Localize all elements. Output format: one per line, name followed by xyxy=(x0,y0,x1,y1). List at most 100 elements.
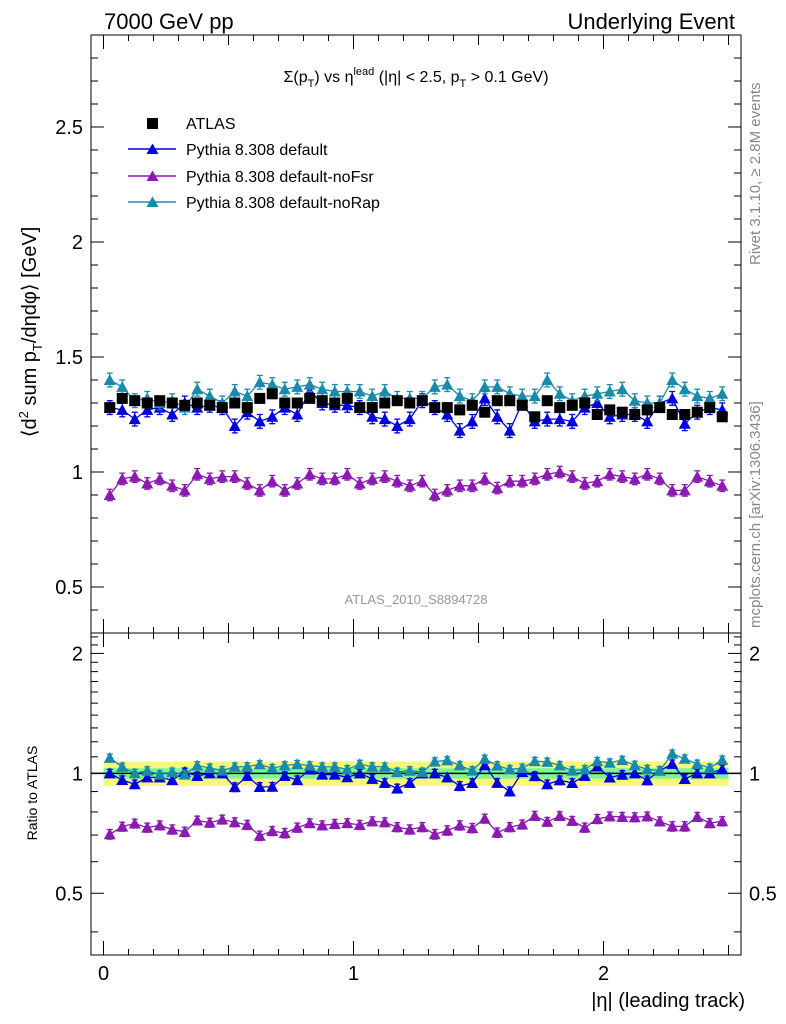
pythia-norap-ratio-point xyxy=(128,767,141,779)
pythia-nofsr-point xyxy=(291,477,304,489)
main-y-tick-label: 1 xyxy=(72,462,83,484)
ratio-y-tick-label: 1 xyxy=(72,763,83,785)
atlas-point xyxy=(329,397,341,409)
pythia-nofsr-point xyxy=(503,475,516,487)
pythia-norap-point xyxy=(303,378,316,390)
pythia-norap-ratio-point xyxy=(703,762,716,774)
ratio-y-tick-label-right: 1 xyxy=(749,763,760,785)
atlas-point xyxy=(416,395,428,407)
pythia-default-ratio-point xyxy=(328,768,341,780)
pythia-default-point xyxy=(591,397,604,408)
atlas-point xyxy=(529,411,541,423)
atlas-point xyxy=(491,395,503,407)
main-y-tick-label: 1.5 xyxy=(55,347,83,369)
pythia-norap-ratio-point xyxy=(278,759,291,771)
pythia-nofsr-point xyxy=(253,484,266,496)
pythia-nofsr-point xyxy=(641,468,654,480)
pythia-default-ratio-point xyxy=(103,767,116,779)
pythia-nofsr-point xyxy=(703,475,716,487)
pythia-norap-point xyxy=(428,380,441,392)
atlas-point xyxy=(279,397,291,409)
pythia-default-ratio-point xyxy=(503,785,516,797)
atlas-point xyxy=(241,402,253,414)
pythia-nofsr-point xyxy=(278,484,291,496)
pythia-nofsr-point xyxy=(128,470,141,482)
pythia-norap-point xyxy=(266,378,279,390)
pythia-nofsr-ratio-point xyxy=(641,810,654,822)
pythia-nofsr-point xyxy=(216,470,229,482)
pythia-default-point xyxy=(341,399,354,411)
ratio-y-axis-label: Ratio to ATLAS xyxy=(24,746,40,841)
pythia-nofsr-ratio-point xyxy=(416,821,429,833)
pythia-default-ratio-point xyxy=(403,776,416,788)
pythia-default-ratio-point xyxy=(678,772,691,784)
pythia-norap-ratio-point xyxy=(366,760,379,772)
pythia-norap-ratio-point xyxy=(153,768,166,780)
pythia-default-ratio-point xyxy=(228,781,241,793)
pythia-default-ratio-point xyxy=(553,774,566,786)
pythia-nofsr-point xyxy=(603,468,616,480)
atlas-point xyxy=(379,397,391,409)
pythia-norap-ratio-point xyxy=(378,760,391,772)
pythia-norap-point xyxy=(353,385,366,397)
pythia-default-ratio-point xyxy=(191,770,204,782)
pythia-default-ratio-point xyxy=(391,782,404,794)
pythia-norap-ratio-point xyxy=(103,751,116,763)
main-title: Σ(pT) vs ηlead (|η| < 2.5, pT > 0.1 GeV) xyxy=(283,66,548,90)
pythia-nofsr-point xyxy=(153,472,166,484)
pythia-default-ratio-point xyxy=(253,780,266,792)
pythia-norap-point xyxy=(691,390,704,402)
pythia-default-ratio-point xyxy=(666,757,679,769)
atlas-point xyxy=(341,392,353,404)
atlas-point xyxy=(216,402,228,414)
pythia-nofsr-point xyxy=(366,472,379,484)
pythia-nofsr-ratio-point xyxy=(616,810,629,822)
ratio-y-tick-label-right: 2 xyxy=(749,643,760,665)
pythia-default-point xyxy=(141,403,154,415)
atlas-point xyxy=(354,402,366,414)
pythia-default-ratio-point xyxy=(291,774,304,786)
pythia-default-ratio-point xyxy=(541,778,554,790)
pythia-nofsr-point xyxy=(341,468,354,480)
atlas-point xyxy=(691,406,703,418)
pythia-norap-ratio-point xyxy=(441,754,454,766)
atlas-point xyxy=(666,409,678,420)
pythia-norap-ratio-point xyxy=(666,747,679,759)
atlas-point xyxy=(429,402,441,414)
pythia-nofsr-ratio-point xyxy=(128,817,141,829)
pythia-norap-ratio-point xyxy=(566,764,579,776)
pythia-default-ratio-point xyxy=(566,776,579,788)
atlas-point xyxy=(629,409,641,420)
legend-entry-pythia-default: Pythia 8.308 default xyxy=(128,142,328,159)
pythia-norap-ratio-point xyxy=(628,759,641,771)
atlas-point xyxy=(679,409,691,420)
pythia-nofsr-point xyxy=(241,477,254,489)
pythia-norap-point xyxy=(591,387,604,399)
pythia-nofsr-point xyxy=(691,470,704,482)
ratio-panel: 0.5 0.5 1 1 2 2 0 1 2 Ratio to ATLAS |η| (leadi… xyxy=(24,35,777,1012)
pythia-nofsr-point xyxy=(316,472,329,484)
atlas-point xyxy=(291,397,303,409)
pythia-norap-ratio-point xyxy=(178,768,191,780)
main-panel: Σ(pT) vs ηlead (|η| < 2.5, pT > 0.1 GeV)… xyxy=(16,34,742,634)
pythia-default-ratio-point xyxy=(716,763,729,775)
atlas-point xyxy=(229,397,241,409)
pythia-default-point xyxy=(553,413,566,425)
pythia-norap-ratio-point xyxy=(303,759,316,771)
pythia-nofsr-point xyxy=(116,472,129,484)
pythia-nofsr-point xyxy=(441,484,454,496)
pythia-default-point xyxy=(566,415,579,427)
pythia-norap-point xyxy=(378,385,391,397)
pythia-norap-ratio-point xyxy=(678,752,691,764)
pythia-norap-ratio-point xyxy=(403,764,416,776)
pythia-default-ratio-point xyxy=(603,771,616,783)
pythia-nofsr-ratio-point xyxy=(341,817,354,829)
pythia-nofsr-ratio-point xyxy=(503,821,516,833)
pythia-default-ratio-point xyxy=(141,771,154,783)
pythia-norap-point xyxy=(203,390,216,402)
main-y-ticks: 0.5 1 1.5 2 2.5 xyxy=(55,34,741,634)
pythia-norap-ratio-point xyxy=(141,764,154,776)
pythia-norap-ratio-point xyxy=(353,758,366,770)
x-tick-label: 2 xyxy=(598,963,609,985)
pythia-nofsr-point xyxy=(678,484,691,496)
